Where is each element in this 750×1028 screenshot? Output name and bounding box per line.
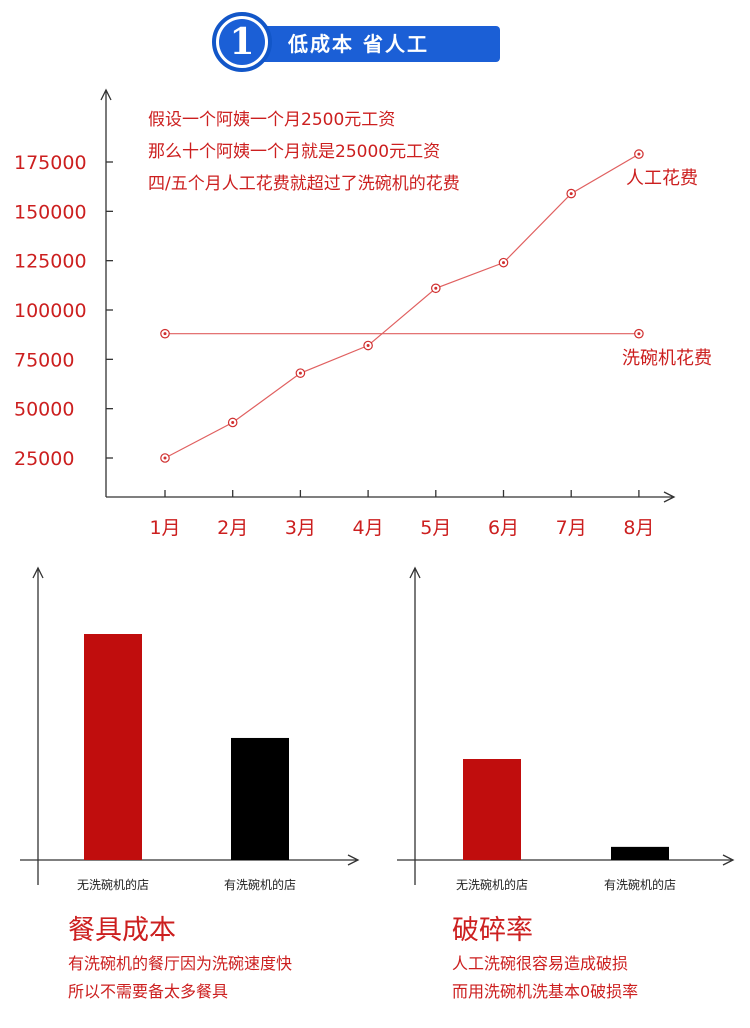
line-annotations: 假设一个阿姨一个月2500元工资 那么十个阿姨一个月就是25000元工资 四/五…	[148, 110, 460, 194]
bar1-category-0: 无洗碗机的店	[77, 877, 149, 892]
line-chart: 250005000075000100000125000150000175000 …	[14, 88, 712, 539]
line-series	[160, 149, 644, 463]
bar2-axes	[397, 566, 735, 885]
y-tick-label: 150000	[14, 201, 87, 223]
breakage-desc-line-2: 而用洗碗机洗基本0破损率	[452, 982, 639, 1001]
tableware-cost-title: 餐具成本	[68, 915, 176, 946]
y-tick-label: 25000	[14, 448, 74, 470]
bar2-category-0: 无洗碗机的店	[456, 877, 528, 892]
annotation-line-3: 四/五个月人工花费就超过了洗碗机的花费	[148, 174, 460, 194]
banner-number: 1	[219, 19, 265, 65]
series-point-center	[637, 332, 641, 336]
y-tick-label: 50000	[14, 399, 74, 421]
series-point-center	[163, 456, 167, 460]
bar-chart-tableware-cost: 无洗碗机的店 有洗碗机的店	[20, 566, 360, 892]
x-tick-label: 4月	[353, 517, 384, 539]
bar1-axes	[20, 566, 360, 885]
x-tick-label: 8月	[623, 517, 654, 539]
y-tick-label: 175000	[14, 152, 87, 174]
breakage-rate-title: 破碎率	[452, 915, 533, 946]
banner-title: 低成本 省人工	[288, 32, 429, 56]
series-point-center	[298, 371, 302, 375]
annotation-line-1: 假设一个阿姨一个月2500元工资	[148, 110, 395, 130]
series-point-center	[502, 261, 505, 265]
series-point-center	[434, 286, 438, 290]
annotation-line-2: 那么十个阿姨一个月就是25000元工资	[148, 142, 440, 162]
bar1-category-1: 有洗碗机的店	[224, 877, 296, 892]
line-x-ticks: 1月 2月 3月 4月 5月 6月 7月 8月	[149, 490, 654, 539]
series-label-labor: 人工花费	[626, 168, 698, 189]
bar-0	[463, 759, 521, 860]
line-y-ticks: 25000 50000 75000 100000 125000 150000 175000	[14, 152, 113, 470]
series-line-0	[164, 153, 640, 459]
tableware-desc-line-1: 有洗碗机的餐厅因为洗碗速度快	[68, 954, 293, 973]
bar-1	[231, 737, 289, 860]
banner-number-badge: 1	[212, 12, 272, 72]
bar-chart-breakage-rate: 无洗碗机的店 有洗碗机的店	[397, 566, 735, 892]
bar1-bars	[84, 634, 289, 860]
tableware-cost-description: 有洗碗机的餐厅因为洗碗速度快 所以不需要备太多餐具	[68, 950, 292, 1006]
series-point-center	[637, 152, 641, 156]
series-label-dishwasher: 洗碗机花费	[622, 348, 712, 369]
banner-bar: 低成本 省人工	[252, 26, 566, 62]
x-tick-label: 2月	[217, 517, 248, 539]
bar2-category-1: 有洗碗机的店	[604, 877, 676, 892]
x-tick-label: 1月	[149, 517, 180, 539]
tableware-desc-line-2: 所以不需要备太多餐具	[68, 982, 229, 1001]
bar-0	[84, 634, 142, 860]
series-point-center	[163, 332, 167, 336]
y-tick-label: 100000	[14, 300, 87, 322]
series-point-center	[231, 420, 235, 424]
series-point-center	[366, 344, 370, 348]
breakage-desc-line-1: 人工洗碗很容易造成破损	[452, 954, 629, 973]
section-banner: 低成本 省人工 1	[212, 12, 566, 74]
banner-stripes	[516, 26, 578, 62]
x-tick-label: 5月	[420, 517, 451, 539]
y-tick-label: 75000	[14, 349, 74, 371]
x-tick-label: 6月	[488, 517, 519, 539]
x-tick-label: 3月	[285, 517, 316, 539]
series-point-center	[569, 192, 573, 196]
y-tick-label: 125000	[14, 251, 87, 273]
x-tick-label: 7月	[556, 517, 587, 539]
bar-1	[611, 846, 669, 860]
line-chart-axes	[100, 88, 676, 503]
breakage-rate-description: 人工洗碗很容易造成破损 而用洗碗机洗基本0破损率	[452, 950, 638, 1006]
bar2-bars	[463, 759, 669, 860]
